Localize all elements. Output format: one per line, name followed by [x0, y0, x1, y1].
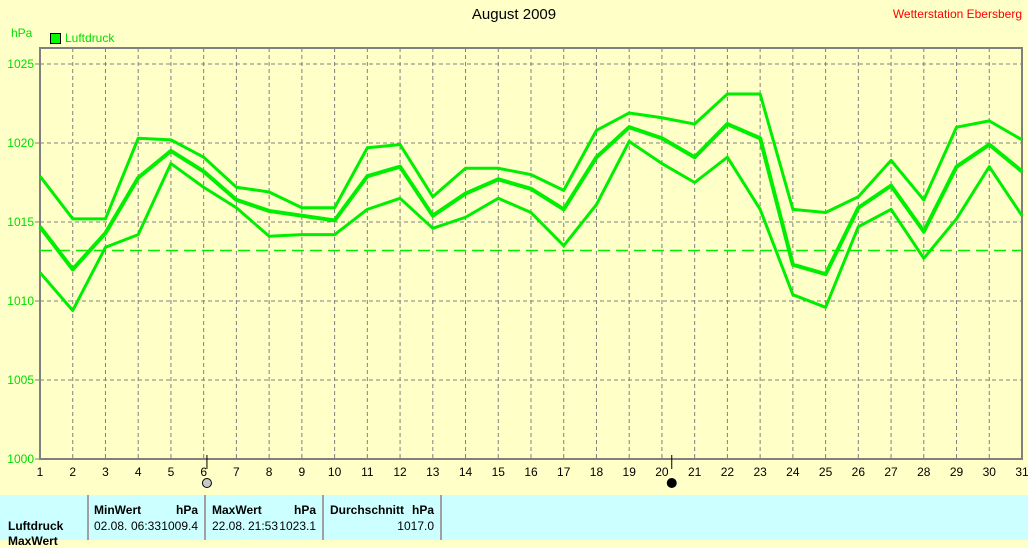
x-tick-label: 29 — [950, 465, 964, 479]
x-tick-label: 28 — [917, 465, 931, 479]
x-tick-label: 31 — [1015, 465, 1028, 479]
y-tick-label: 1010 — [7, 294, 34, 308]
max-value: 1023.1 — [279, 519, 316, 533]
x-tick-label: 12 — [393, 465, 407, 479]
x-tick-label: 8 — [266, 465, 273, 479]
moon-new-icon — [666, 478, 677, 488]
stats-max: MaxWert hPa 22.08. 21:53 1023.1 — [206, 495, 324, 540]
x-tick-label: 24 — [786, 465, 800, 479]
series-line-0 — [38, 92, 1023, 221]
x-tick-label: 10 — [328, 465, 342, 479]
y-tick-label: 1005 — [7, 373, 34, 387]
x-tick-label: 9 — [299, 465, 306, 479]
station-name: Wetterstation Ebersberg — [892, 7, 1022, 21]
stats-panel: Luftdruck MaxWert MinWert hPa 02.08. 06:… — [0, 495, 1028, 548]
avg-unit: hPa — [411, 503, 434, 517]
x-tick-label: 14 — [459, 465, 473, 479]
row-label: MaxWert — [8, 534, 58, 548]
x-tick-label: 2 — [69, 465, 76, 479]
x-tick-label: 11 — [361, 465, 374, 479]
moon-full-icon — [201, 478, 212, 488]
x-tick-label: 16 — [524, 465, 538, 479]
x-tick-label: 15 — [492, 465, 506, 479]
x-tick-label: 23 — [753, 465, 767, 479]
stats-labels: Luftdruck MaxWert — [0, 495, 89, 548]
series-line-2 — [38, 139, 1024, 312]
min-time: 06:33 — [131, 519, 162, 533]
y-tick-label: 1000 — [7, 452, 34, 466]
series-line-1 — [38, 122, 1024, 277]
x-tick-label: 27 — [884, 465, 898, 479]
x-tick-label: 25 — [819, 465, 833, 479]
stats-avg: Durchschnitt hPa 1017.0 — [324, 495, 442, 540]
y-tick-label: 1025 — [7, 57, 34, 71]
max-unit: hPa — [293, 503, 316, 517]
x-tick-label: 17 — [557, 465, 571, 479]
avg-header: Durchschnitt — [330, 503, 405, 517]
max-time: 21:53 — [248, 519, 279, 533]
y-tick-label: 1015 — [7, 215, 34, 229]
x-tick-label: 21 — [688, 465, 702, 479]
x-tick-label: 1 — [37, 465, 44, 479]
avg-value: 1017.0 — [397, 519, 434, 533]
legend-label: Luftdruck — [65, 31, 115, 45]
x-tick-label: 18 — [590, 465, 604, 479]
x-tick-label: 6 — [200, 465, 207, 479]
chart-title: August 2009 — [471, 6, 557, 23]
legend: Luftdruck — [50, 31, 114, 45]
stats-min: MinWert hPa 02.08. 06:33 1009.4 — [89, 495, 206, 540]
x-tick-label: 19 — [623, 465, 637, 479]
x-tick-label: 30 — [983, 465, 997, 479]
y-axis-unit: hPa — [11, 26, 33, 40]
x-tick-label: 26 — [852, 465, 866, 479]
x-tick-label: 4 — [135, 465, 142, 479]
min-unit: hPa — [175, 503, 198, 517]
max-header: MaxWert — [212, 503, 262, 517]
x-tick-label: 5 — [168, 465, 175, 479]
min-value: 1009.4 — [161, 519, 198, 533]
max-date: 22.08. — [212, 519, 246, 533]
min-date: 02.08. — [94, 519, 128, 533]
plot-frame — [39, 47, 1023, 460]
x-tick-label: 13 — [426, 465, 440, 479]
x-tick-label: 20 — [655, 465, 669, 479]
x-tick-label: 3 — [102, 465, 109, 479]
legend-swatch — [50, 32, 61, 44]
row-label: Luftdruck — [8, 519, 64, 533]
x-tick-label: 7 — [233, 465, 240, 479]
x-tick-label: 22 — [721, 465, 735, 479]
min-header: MinWert — [94, 503, 142, 517]
y-tick-label: 1020 — [7, 136, 34, 150]
